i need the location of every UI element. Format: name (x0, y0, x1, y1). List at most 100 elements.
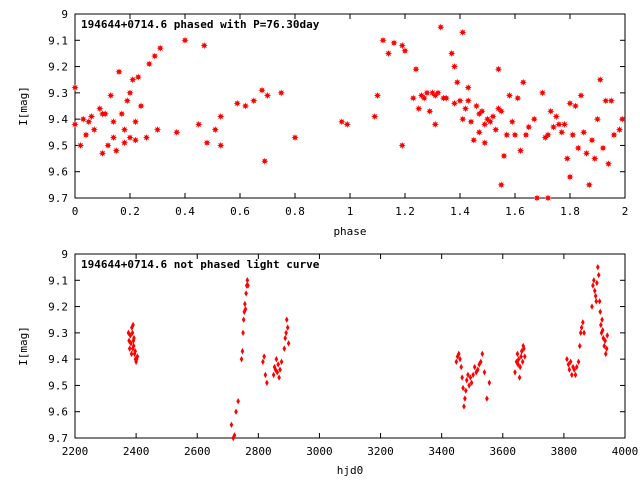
data-point (572, 366, 577, 373)
data-point (120, 139, 129, 147)
plot-frame (74, 13, 626, 199)
data-point (511, 131, 519, 139)
data-point (514, 94, 522, 102)
data-point (566, 361, 571, 368)
data-point (555, 120, 563, 128)
data-point (505, 91, 514, 100)
data-point (566, 173, 574, 181)
y-tick-label: 9 (61, 8, 68, 21)
data-point (241, 102, 250, 110)
data-point (437, 23, 445, 31)
data-point (604, 345, 609, 352)
data-point (250, 97, 258, 105)
data-point (434, 89, 442, 97)
data-point (593, 292, 598, 300)
data-point (605, 332, 610, 339)
data-point (277, 89, 285, 97)
x-tick-label: 0.4 (175, 205, 195, 218)
data-point (481, 120, 489, 128)
data-point (569, 131, 577, 139)
data-point (133, 348, 137, 355)
data-point (153, 126, 162, 134)
data-point (101, 110, 109, 118)
data-point (151, 52, 159, 60)
data-point (593, 115, 602, 123)
data-point (598, 308, 603, 316)
data-point (581, 319, 585, 326)
y-tick-label: 9.5 (48, 379, 68, 392)
data-point (519, 348, 524, 355)
data-point (275, 369, 280, 376)
data-points (71, 23, 626, 202)
data-point (578, 329, 583, 337)
data-point (276, 361, 280, 368)
y-tick-label: 9.2 (48, 61, 68, 74)
data-point (469, 379, 474, 386)
phased-light-curve-panel: 194644+0714.6 phased with P=76.30day pha… (17, 8, 628, 238)
data-point (615, 126, 624, 134)
data-point (134, 73, 142, 81)
data-point (426, 107, 434, 115)
data-point (195, 120, 203, 128)
data-point (131, 321, 135, 329)
data-point (522, 131, 530, 139)
data-point (591, 282, 595, 289)
data-point (137, 102, 145, 110)
data-point (596, 271, 601, 279)
data-point (478, 107, 486, 115)
x-tick-label: 2600 (184, 445, 211, 458)
data-point (592, 277, 596, 284)
y-tick-label: 9.4 (48, 113, 68, 126)
data-point (371, 112, 379, 121)
data-point (521, 342, 526, 350)
data-point (130, 329, 135, 337)
data-point (98, 149, 107, 157)
data-point (448, 49, 456, 58)
data-point (601, 334, 606, 342)
data-point (258, 86, 266, 94)
data-point (379, 36, 387, 44)
data-point (591, 154, 599, 163)
data-point (461, 105, 470, 113)
data-point (515, 350, 520, 358)
x-axis-label: hjd0 (337, 464, 364, 477)
data-point (398, 141, 406, 150)
data-point (454, 358, 459, 365)
data-point (596, 263, 600, 271)
data-point (284, 329, 288, 337)
data-point (599, 144, 607, 152)
x-tick-label: 0.8 (285, 205, 305, 218)
data-point (574, 363, 579, 371)
data-point (530, 115, 538, 123)
y-axis-label: I[mag] (17, 86, 30, 126)
x-tick-label: 2200 (62, 445, 89, 458)
data-points (126, 263, 610, 442)
data-point (135, 353, 140, 360)
data-point (239, 355, 244, 363)
data-point (475, 128, 483, 136)
data-point (442, 94, 450, 102)
data-point (462, 403, 466, 410)
y-tick-label: 9.6 (48, 406, 68, 419)
data-point (129, 340, 133, 347)
data-point (373, 91, 382, 100)
data-point (181, 36, 189, 44)
data-point (594, 298, 599, 305)
data-point (173, 128, 181, 136)
data-point (71, 84, 79, 92)
data-point (129, 76, 137, 84)
data-point (588, 136, 596, 144)
data-point (472, 363, 477, 371)
data-point (420, 94, 428, 102)
data-point (450, 62, 459, 71)
data-point (597, 298, 602, 305)
data-point (231, 434, 236, 442)
data-point (585, 181, 593, 189)
data-point (516, 361, 520, 368)
data-point (431, 120, 439, 128)
data-point (513, 369, 517, 376)
data-point (131, 342, 136, 350)
data-point (109, 118, 118, 126)
data-point (558, 128, 566, 136)
data-point (486, 118, 494, 126)
